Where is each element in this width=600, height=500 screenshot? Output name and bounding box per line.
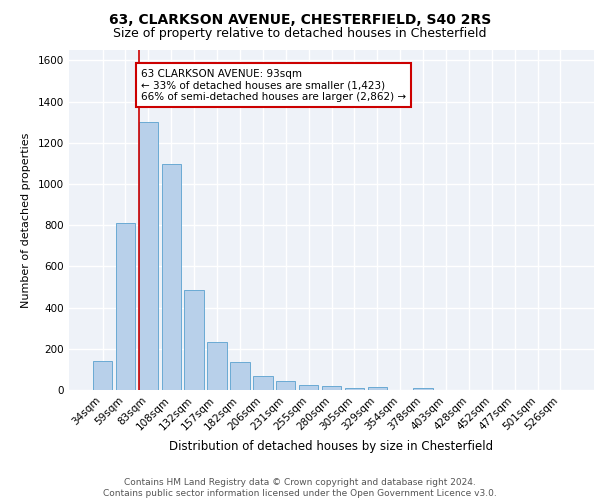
Bar bbox=[253, 376, 272, 390]
Bar bbox=[368, 387, 387, 390]
Bar bbox=[184, 290, 204, 390]
Bar bbox=[344, 388, 364, 390]
Bar bbox=[139, 122, 158, 390]
Bar bbox=[276, 381, 295, 390]
Bar bbox=[116, 223, 135, 390]
Bar bbox=[208, 342, 227, 390]
Bar bbox=[161, 164, 181, 390]
Y-axis label: Number of detached properties: Number of detached properties bbox=[21, 132, 31, 308]
Bar bbox=[299, 386, 319, 390]
Bar bbox=[413, 388, 433, 390]
Bar bbox=[230, 362, 250, 390]
Text: 63, CLARKSON AVENUE, CHESTERFIELD, S40 2RS: 63, CLARKSON AVENUE, CHESTERFIELD, S40 2… bbox=[109, 12, 491, 26]
Text: 63 CLARKSON AVENUE: 93sqm
← 33% of detached houses are smaller (1,423)
66% of se: 63 CLARKSON AVENUE: 93sqm ← 33% of detac… bbox=[141, 68, 406, 102]
Bar bbox=[322, 386, 341, 390]
Bar bbox=[93, 360, 112, 390]
Text: Size of property relative to detached houses in Chesterfield: Size of property relative to detached ho… bbox=[113, 28, 487, 40]
Text: Contains HM Land Registry data © Crown copyright and database right 2024.
Contai: Contains HM Land Registry data © Crown c… bbox=[103, 478, 497, 498]
X-axis label: Distribution of detached houses by size in Chesterfield: Distribution of detached houses by size … bbox=[169, 440, 494, 453]
